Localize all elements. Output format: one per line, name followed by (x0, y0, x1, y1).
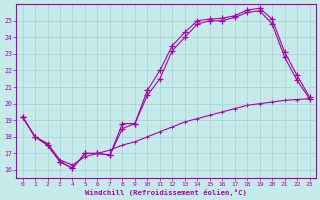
X-axis label: Windchill (Refroidissement éolien,°C): Windchill (Refroidissement éolien,°C) (85, 189, 247, 196)
